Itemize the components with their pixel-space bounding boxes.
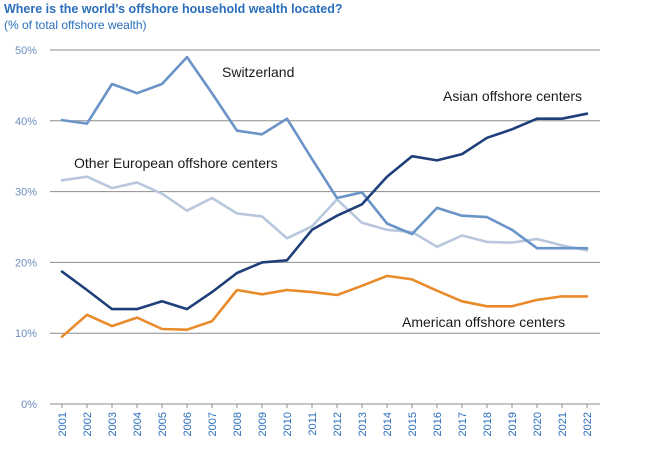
y-axis-ticks: 0% 10% 20% 30% 40% 50% bbox=[15, 45, 37, 411]
x-tick-label: 2003 bbox=[107, 412, 119, 436]
y-tick-label: 30% bbox=[15, 187, 37, 199]
x-tick-label: 2006 bbox=[182, 412, 194, 436]
series-lines bbox=[60, 55, 589, 339]
x-tick-label: 2005 bbox=[157, 412, 169, 436]
x-tick-label: 2002 bbox=[82, 412, 94, 436]
x-tick-label: 2012 bbox=[332, 412, 344, 436]
x-axis-ticks: 2001 2002 2003 2004 2005 2006 2007 2008 2009 2010… bbox=[57, 404, 594, 436]
x-tick-label: 2014 bbox=[382, 412, 394, 436]
chart-subtitle: (% of total offshore wealth) bbox=[4, 18, 147, 32]
x-tick-label: 2013 bbox=[357, 412, 369, 436]
x-tick-label: 2011 bbox=[307, 412, 319, 436]
y-tick-label: 20% bbox=[15, 257, 37, 269]
x-tick-label: 2007 bbox=[207, 412, 219, 436]
x-tick-label: 2019 bbox=[507, 412, 519, 436]
y-tick-label: 50% bbox=[15, 45, 37, 57]
series-label: Switzerland bbox=[222, 64, 294, 80]
y-tick-label: 0% bbox=[21, 399, 37, 411]
x-tick-label: 2020 bbox=[532, 412, 544, 436]
series-line-american-offshore-centers bbox=[60, 274, 589, 339]
series-labels: Switzerland Asian offshore centers Other E… bbox=[74, 64, 582, 330]
series-label: Asian offshore centers bbox=[443, 88, 582, 104]
x-tick-label: 2022 bbox=[582, 412, 594, 436]
x-tick-label: 2021 bbox=[557, 412, 569, 436]
x-tick-label: 2010 bbox=[282, 412, 294, 436]
series-label: American offshore centers bbox=[402, 314, 565, 330]
series-line-other-european-offshore-centers bbox=[60, 175, 589, 252]
chart-title: Where is the world’s offshore household … bbox=[4, 2, 343, 16]
x-tick-label: 2008 bbox=[232, 412, 244, 436]
x-tick-label: 2015 bbox=[407, 412, 419, 436]
series-line-switzerland bbox=[60, 55, 589, 250]
y-tick-label: 10% bbox=[15, 328, 37, 340]
gridlines bbox=[50, 49, 600, 405]
x-tick-label: 2009 bbox=[257, 412, 269, 436]
y-tick-label: 40% bbox=[15, 116, 37, 128]
x-tick-label: 2016 bbox=[432, 412, 444, 436]
series-line-asian-offshore-centers bbox=[60, 112, 589, 311]
x-tick-label: 2018 bbox=[482, 412, 494, 436]
x-tick-label: 2001 bbox=[57, 412, 69, 436]
series-label: Other European offshore centers bbox=[74, 155, 278, 171]
x-tick-label: 2004 bbox=[132, 412, 144, 436]
x-tick-label: 2017 bbox=[457, 412, 469, 436]
